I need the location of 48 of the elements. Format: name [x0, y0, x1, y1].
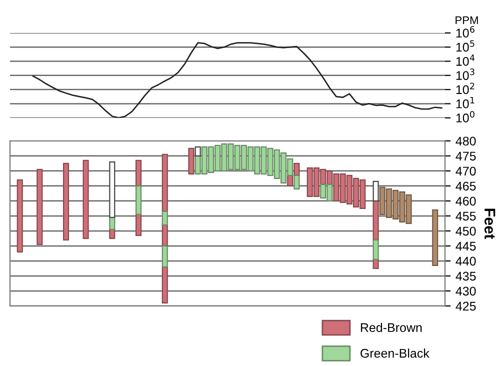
bar — [109, 161, 116, 218]
legend-label: Green-Black — [360, 348, 430, 358]
y-axis-title: Feet — [484, 208, 496, 239]
bar — [372, 180, 379, 202]
y-tick-label: 10$^{4}$ — [456, 54, 475, 66]
bar — [109, 228, 116, 240]
bar — [294, 162, 300, 176]
bar — [162, 154, 168, 212]
y-tick-label: 10$^{5}$ — [456, 40, 474, 52]
legend-label: Red-Brown — [360, 322, 422, 332]
bar — [162, 210, 168, 226]
y-tick-label: 480 — [456, 136, 476, 146]
y-tick-label: 450 — [456, 226, 476, 236]
bar — [109, 216, 116, 230]
bar — [36, 168, 43, 246]
y-axis-title: PPM — [456, 16, 478, 24]
bar — [372, 239, 379, 260]
bar — [16, 179, 23, 253]
y-tick-label: 470 — [456, 166, 476, 176]
y-tick-label: 465 — [456, 182, 476, 191]
bar — [194, 146, 201, 156]
bar — [135, 160, 142, 186]
y-tick-label: 435 — [456, 272, 476, 281]
y-tick-label: 455 — [456, 212, 476, 221]
y-tick-label: 430 — [456, 286, 476, 296]
bar — [372, 200, 379, 241]
bar — [432, 209, 438, 266]
line-series — [32, 42, 442, 118]
y-tick-label: 10$^{6}$ — [456, 26, 474, 38]
y-tick-label: 460 — [456, 196, 476, 206]
bar — [162, 266, 168, 304]
y-tick-label: 10$^{3}$ — [456, 68, 474, 80]
bar — [372, 258, 379, 270]
bar — [82, 160, 89, 240]
y-tick-label: 445 — [456, 242, 476, 251]
bar — [62, 162, 70, 241]
bar — [287, 174, 294, 186]
y-tick-label: 475 — [456, 152, 476, 161]
y-tick-label: 10$^{2}$ — [456, 82, 474, 94]
bar — [135, 185, 142, 215]
bar — [162, 224, 168, 247]
y-tick-label: 10$^{0}$ — [456, 111, 474, 122]
y-tick-label: 10$^{1}$ — [456, 96, 474, 108]
bar — [188, 148, 194, 174]
y-tick-label: 440 — [456, 256, 476, 266]
bar — [162, 245, 168, 268]
y-tick-label: 425 — [456, 302, 476, 311]
bar — [135, 214, 142, 236]
